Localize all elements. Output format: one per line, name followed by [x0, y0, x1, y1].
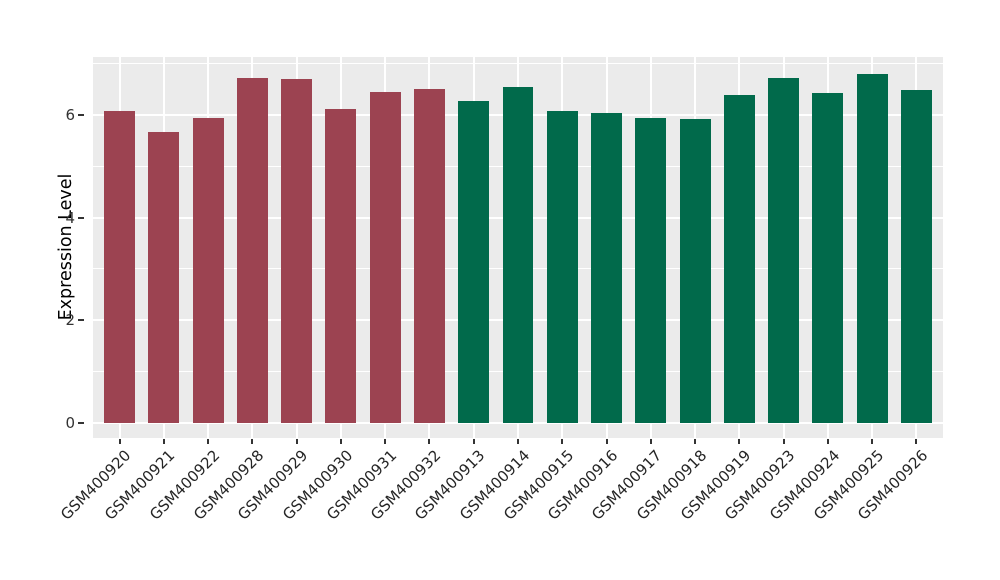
- y-tick-0: [78, 421, 84, 424]
- x-tick-GSM400931: [384, 439, 387, 444]
- x-tick-GSM400921: [162, 439, 165, 444]
- y-tick-label-2: 2: [65, 311, 75, 330]
- y-tick-4: [78, 216, 84, 219]
- bar-GSM400930: [325, 108, 357, 423]
- bar-GSM400932: [413, 88, 445, 423]
- x-tick-GSM400919: [738, 439, 741, 444]
- x-tick-GSM400932: [428, 439, 431, 444]
- bar-GSM400918: [679, 119, 711, 423]
- bar-GSM400921: [148, 132, 180, 423]
- x-tick-GSM400918: [694, 439, 697, 444]
- bar-GSM400929: [281, 78, 313, 423]
- x-tick-label-GSM400926: GSM400926: [854, 446, 932, 524]
- x-tick-GSM400917: [649, 439, 652, 444]
- x-tick-GSM400913: [472, 439, 475, 444]
- x-tick-GSM400926: [915, 439, 918, 444]
- bar-GSM400928: [236, 78, 268, 423]
- x-tick-GSM400928: [251, 439, 254, 444]
- bar-GSM400915: [546, 110, 578, 423]
- bar-GSM400931: [369, 92, 401, 423]
- y-tick-label-6: 6: [65, 105, 75, 124]
- x-tick-GSM400925: [871, 439, 874, 444]
- bar-GSM400913: [458, 101, 490, 423]
- bar-GSM400926: [900, 90, 932, 423]
- x-tick-GSM400929: [295, 439, 298, 444]
- x-tick-GSM400916: [605, 439, 608, 444]
- bar-GSM400916: [591, 112, 623, 423]
- y-tick-label-0: 0: [65, 413, 75, 432]
- y-tick-6: [78, 113, 84, 116]
- bar-GSM400920: [104, 110, 136, 423]
- x-tick-GSM400915: [561, 439, 564, 444]
- bar-GSM400923: [768, 77, 800, 423]
- x-tick-GSM400920: [118, 439, 121, 444]
- bar-GSM400922: [192, 117, 224, 423]
- x-tick-GSM400923: [782, 439, 785, 444]
- bar-GSM400919: [723, 94, 755, 423]
- y-tick-2: [78, 319, 84, 322]
- bar-GSM400917: [635, 117, 667, 423]
- bar-GSM400925: [856, 73, 888, 423]
- bar-GSM400914: [502, 86, 534, 423]
- x-tick-GSM400930: [339, 439, 342, 444]
- x-tick-GSM400922: [207, 439, 210, 444]
- bar-GSM400924: [812, 92, 844, 423]
- x-tick-GSM400924: [826, 439, 829, 444]
- y-tick-label-4: 4: [65, 208, 75, 227]
- x-tick-GSM400914: [517, 439, 519, 444]
